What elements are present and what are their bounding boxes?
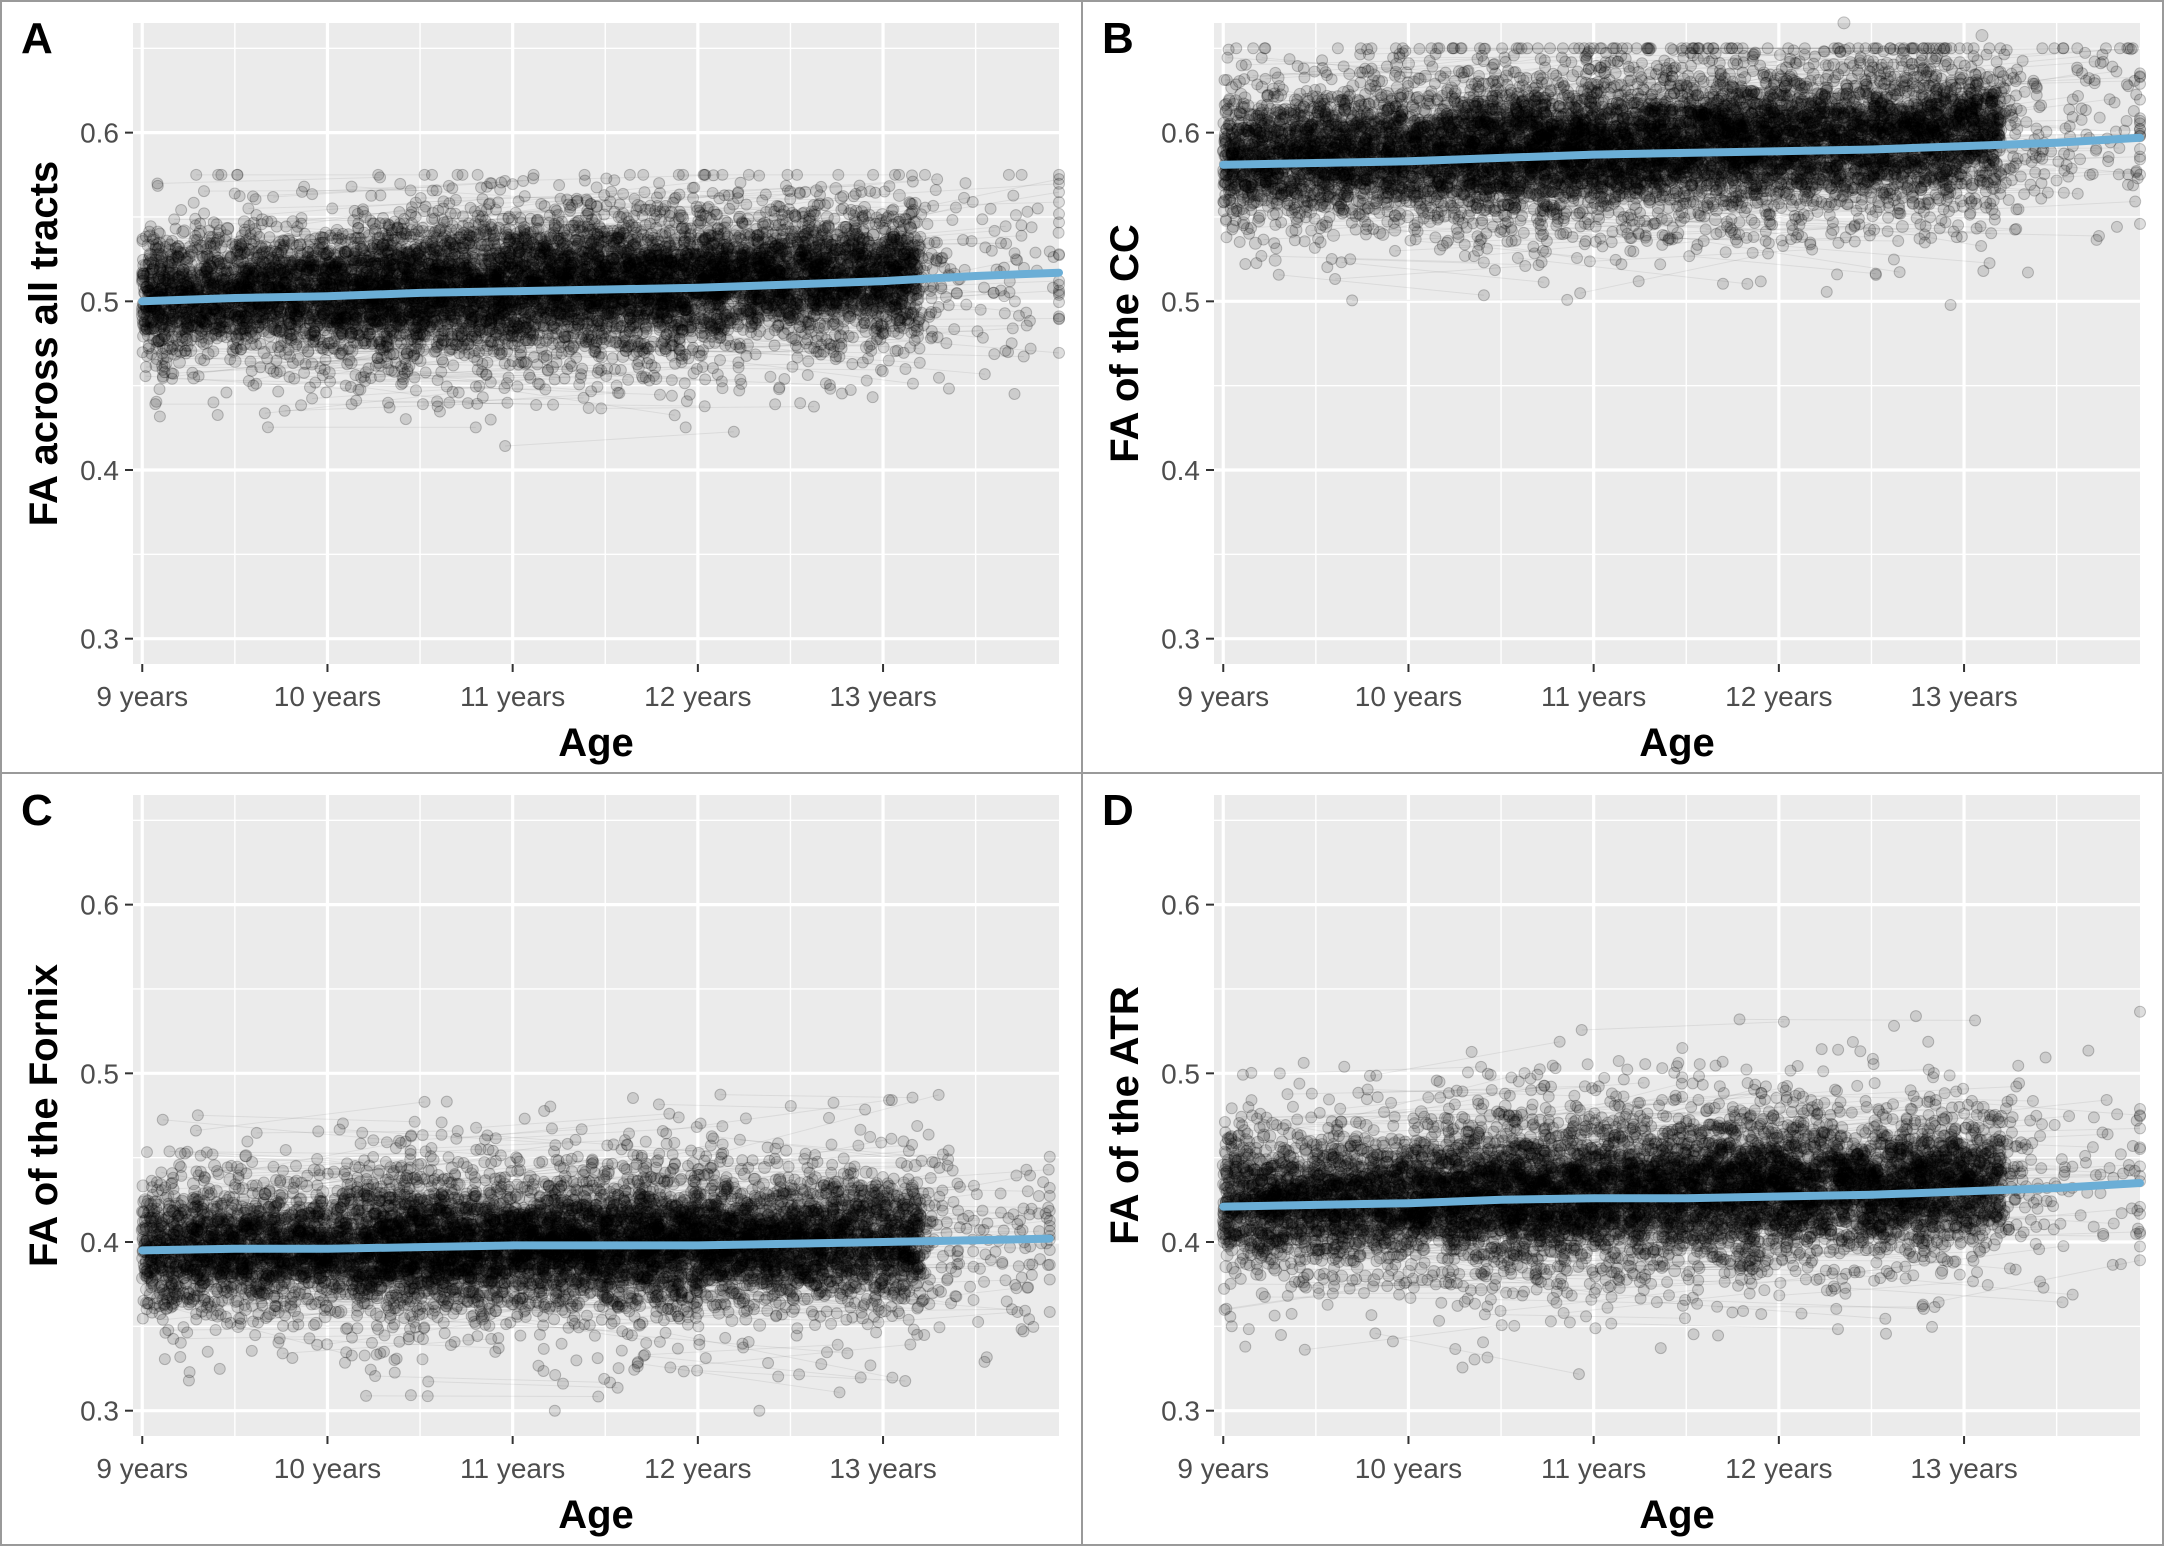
data-point bbox=[212, 410, 223, 421]
data-point bbox=[847, 359, 858, 370]
data-point bbox=[930, 185, 941, 196]
data-point bbox=[949, 324, 960, 335]
data-point bbox=[943, 383, 954, 394]
data-point bbox=[1030, 247, 1041, 258]
data-point bbox=[920, 169, 931, 180]
data-point bbox=[728, 426, 739, 437]
data-point bbox=[669, 410, 680, 421]
data-point bbox=[151, 396, 162, 407]
data-point bbox=[1053, 227, 1064, 238]
data-point bbox=[327, 203, 338, 214]
data-point bbox=[960, 178, 971, 189]
data-point bbox=[512, 381, 523, 392]
data-point bbox=[434, 406, 445, 417]
figure: 0.3 0.4 0.5 0.6 9 years 10 years 11 years 12 ye… bbox=[0, 0, 2164, 1546]
data-point bbox=[932, 174, 943, 185]
data-point bbox=[1010, 210, 1021, 221]
data-point bbox=[757, 195, 768, 206]
data-point bbox=[890, 169, 901, 180]
data-point bbox=[400, 414, 411, 425]
data-point bbox=[500, 441, 511, 452]
data-point bbox=[554, 180, 565, 191]
data-point bbox=[961, 299, 972, 310]
data-point bbox=[208, 397, 219, 408]
data-point bbox=[754, 170, 765, 181]
data-point bbox=[1001, 238, 1012, 249]
panel-a: 0.30.40.50.69 years 10 years 11 years 12 ye… bbox=[1, 1, 1082, 773]
data-point bbox=[417, 399, 428, 410]
data-point bbox=[1032, 203, 1043, 214]
data-point bbox=[989, 349, 1000, 360]
data-point bbox=[803, 356, 814, 367]
data-point bbox=[947, 214, 958, 225]
data-point bbox=[221, 387, 232, 398]
data-point bbox=[307, 393, 318, 404]
data-point bbox=[1026, 222, 1037, 233]
chart-svg: 0.30.40.50.69 years 10 years 11 years 12 ye… bbox=[0, 0, 2164, 1546]
data-point bbox=[268, 191, 279, 202]
